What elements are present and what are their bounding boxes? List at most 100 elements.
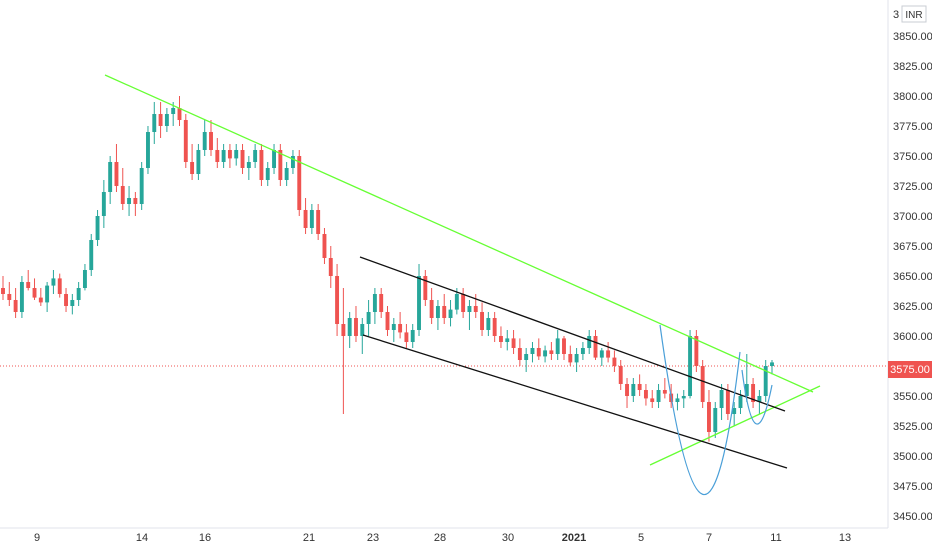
candle [272,144,276,174]
candle [139,162,144,210]
candle-body [127,198,132,204]
y-tick-label: 3650.00 [893,271,932,283]
candle [284,162,289,186]
y-tick-label: 3825.00 [893,61,932,73]
candle-body [473,306,478,312]
candle-body [360,324,365,336]
candle-body [303,210,308,228]
candle [13,288,18,318]
candle-body [467,306,472,312]
candle-body [183,120,188,162]
candle [505,330,510,351]
y-axis[interactable]: 3850.00 3825.00 3800.00 3775.00 3750.00 3725.… [887,0,932,528]
candle-body [38,297,43,303]
candle [562,336,566,360]
candle [385,306,390,336]
candle [259,144,264,186]
candle-body [435,306,440,318]
candle [694,330,699,372]
candle [335,264,340,336]
candle-body [7,294,12,300]
candle-body [227,150,232,159]
currency-badge: INR [901,5,927,23]
x-axis[interactable]: 9 14 16 21 23 28 30 2021 5 7 11 13 [0,527,888,544]
candle-body [341,324,346,336]
candle-body [442,306,447,318]
candle [473,294,478,318]
upper-trendline [104,74,814,393]
candle-body [417,276,421,330]
candle [587,330,592,354]
candle-body [101,192,106,216]
candle-body [164,114,169,126]
candle [51,270,56,294]
candle [158,102,163,138]
y-tick-label: 3500.00 [893,451,932,463]
candle [265,162,270,186]
cup-arc-large [659,324,741,495]
candle-body [246,162,251,168]
candle [360,318,365,354]
candle-body [152,114,157,132]
candle-body [278,150,283,180]
candle-body [738,396,743,408]
candle-body [700,366,705,402]
x-tick-label: 30 [502,532,514,544]
candle-body [612,357,617,366]
candle [366,300,371,336]
x-tick-label: 11 [770,532,781,544]
candle [656,384,661,408]
candle [410,324,415,348]
candle [631,378,636,402]
candle [1,276,5,300]
candle-body [681,396,686,399]
candle-body [751,384,756,402]
candle-body [725,390,730,414]
candle-body [580,348,585,354]
channel-upper-line [359,256,786,412]
candle-body [757,396,762,402]
y-tick-label: 3625.00 [893,301,932,313]
candle [650,390,655,408]
candle-body [259,150,264,180]
candle [290,150,295,174]
candle-body [221,150,226,162]
candle-body [688,336,693,396]
candle [707,390,711,442]
candle [316,204,321,240]
candle [536,338,541,360]
candle-body [404,332,409,342]
cup-arc-small [741,369,773,425]
candle [732,402,737,426]
candle [700,360,705,408]
candle-body [650,398,655,402]
candle-body [454,294,459,310]
current-price-text: 3575.00 [890,364,930,376]
candle [120,168,125,210]
candle-body [1,288,5,294]
x-tick-label: 7 [706,532,712,544]
candle [322,228,327,264]
candle-body [530,348,535,354]
candle-body [209,132,213,150]
candle-body [555,338,560,354]
candle-body [511,338,516,348]
candle [215,138,220,168]
candle [423,270,428,306]
candle-body [322,234,327,258]
candle-body [643,390,648,399]
candle [499,326,503,348]
candle [7,282,12,306]
candle [511,330,516,354]
candle [770,360,774,375]
candle [637,374,642,396]
candle [19,276,24,318]
candle [625,378,629,408]
candle-body [215,150,220,162]
candle [146,126,150,174]
candle-body [196,150,201,174]
candle [246,156,251,180]
candle [486,312,491,336]
candle [64,288,68,312]
